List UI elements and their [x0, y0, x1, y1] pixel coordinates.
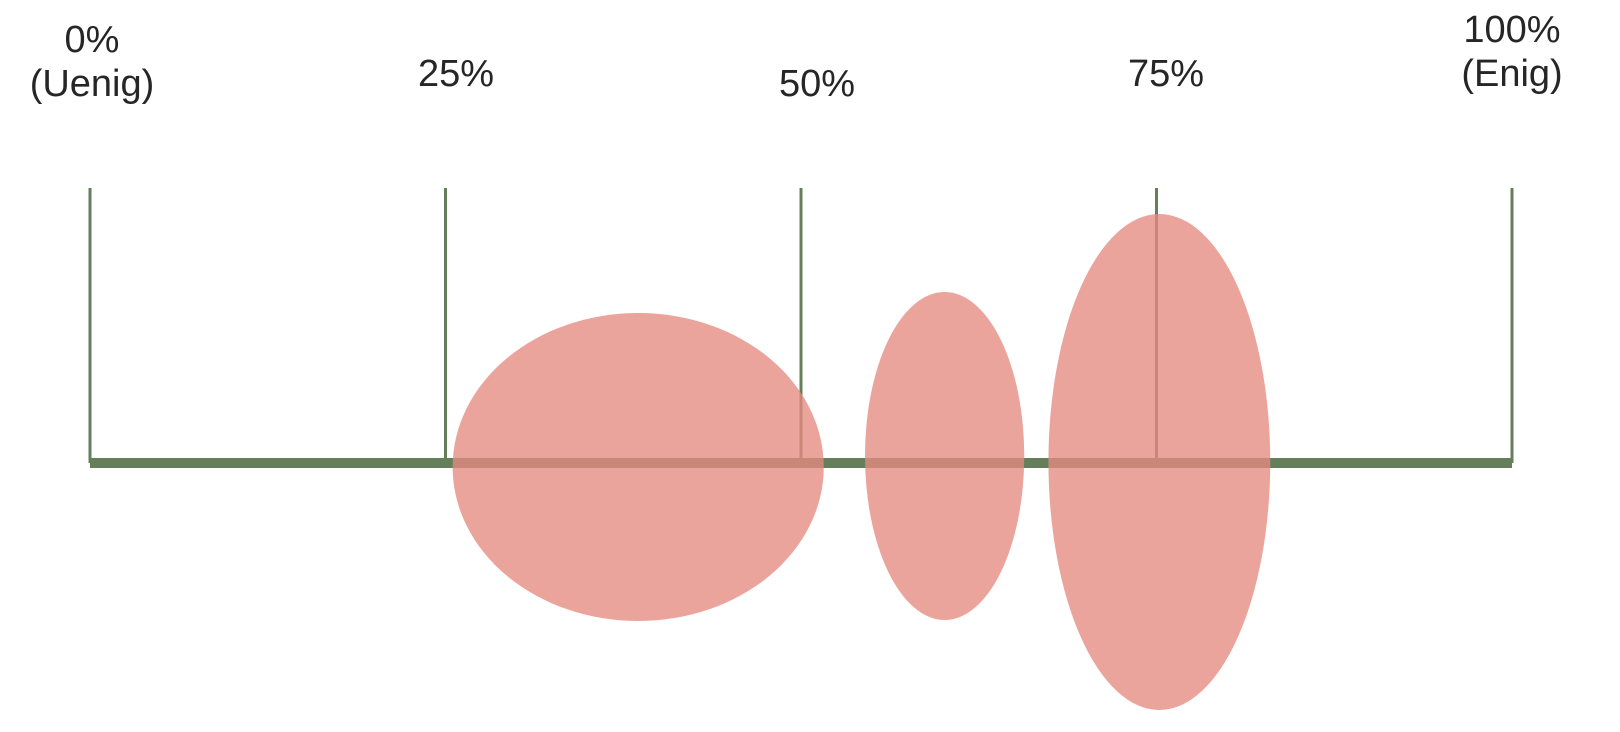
- tick-percent-label: 75%: [1127, 53, 1205, 95]
- tick-label-50: 50%: [779, 62, 855, 106]
- tick-percent-label: 50%: [778, 63, 856, 105]
- spread-region-3: [1048, 214, 1271, 710]
- tick-sub-label-agree: (Enig): [1461, 53, 1563, 95]
- spread-region-1: [452, 313, 824, 621]
- tick-percent-label: 25%: [417, 53, 495, 95]
- tick-percent-label: 100%: [1463, 9, 1561, 51]
- tick-label-100: 100% (Enig): [1461, 8, 1562, 96]
- tick-label-75: 75%: [1128, 52, 1204, 96]
- tick-label-25: 25%: [418, 52, 494, 96]
- spread-region-2: [864, 292, 1025, 620]
- tick-percent-label: 0%: [64, 19, 120, 61]
- region-layer: [452, 214, 1271, 710]
- tick-label-0: 0% (Uenig): [30, 18, 155, 106]
- tick-sub-label-disagree: (Uenig): [29, 63, 155, 105]
